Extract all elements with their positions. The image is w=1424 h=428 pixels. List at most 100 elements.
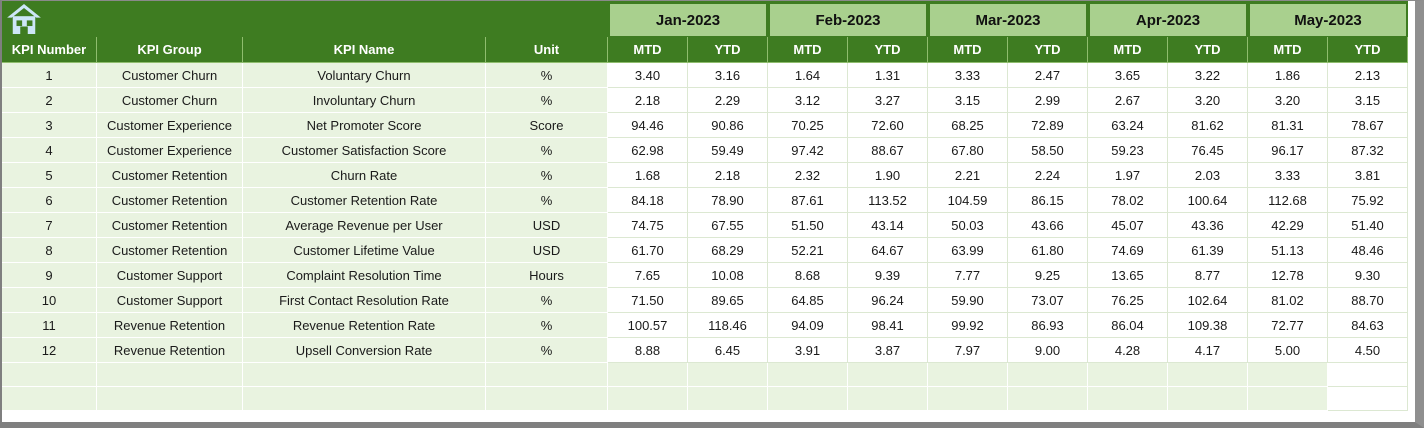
cell-value[interactable]: 81.02 [1248, 288, 1328, 313]
cell-kpi-group[interactable]: Customer Experience [97, 138, 243, 163]
cell-value[interactable]: 118.46 [688, 313, 768, 338]
cell-value[interactable]: 112.68 [1248, 188, 1328, 213]
cell-value[interactable]: 86.04 [1088, 313, 1168, 338]
cell-empty[interactable] [97, 387, 243, 411]
cell-value[interactable]: 5.00 [1248, 338, 1328, 363]
cell-kpi-name[interactable]: Voluntary Churn [243, 63, 486, 88]
cell-kpi-group[interactable]: Customer Churn [97, 63, 243, 88]
col-header-ytd[interactable]: YTD [1168, 37, 1248, 63]
cell-value[interactable]: 76.45 [1168, 138, 1248, 163]
cell-value[interactable]: 51.50 [768, 213, 848, 238]
cell-empty[interactable] [608, 387, 688, 411]
cell-empty[interactable] [1088, 363, 1168, 387]
cell-value[interactable]: 2.47 [1008, 63, 1088, 88]
cell-kpi-number[interactable]: 5 [2, 163, 97, 188]
cell-value[interactable]: 96.17 [1248, 138, 1328, 163]
cell-value[interactable]: 2.03 [1168, 163, 1248, 188]
cell-value[interactable]: 98.41 [848, 313, 928, 338]
cell-value[interactable]: 75.92 [1328, 188, 1408, 213]
col-header-mtd[interactable]: MTD [1088, 37, 1168, 63]
cell-value[interactable]: 59.49 [688, 138, 768, 163]
cell-value[interactable]: 68.25 [928, 113, 1008, 138]
cell-value[interactable]: 2.18 [608, 88, 688, 113]
cell-value[interactable]: 73.07 [1008, 288, 1088, 313]
cell-value[interactable]: 3.20 [1168, 88, 1248, 113]
cell-value[interactable]: 3.27 [848, 88, 928, 113]
cell-value[interactable]: 3.20 [1248, 88, 1328, 113]
cell-kpi-group[interactable]: Customer Experience [97, 113, 243, 138]
cell-value[interactable]: 1.97 [1088, 163, 1168, 188]
cell-kpi-name[interactable]: Customer Lifetime Value [243, 238, 486, 263]
cell-value[interactable]: 48.46 [1328, 238, 1408, 263]
cell-kpi-group[interactable]: Customer Support [97, 263, 243, 288]
cell-value[interactable]: 104.59 [928, 188, 1008, 213]
cell-value[interactable]: 113.52 [848, 188, 928, 213]
cell-value[interactable]: 61.70 [608, 238, 688, 263]
cell-unit[interactable]: Hours [486, 263, 608, 288]
cell-empty[interactable] [243, 363, 486, 387]
cell-value[interactable]: 6.45 [688, 338, 768, 363]
cell-value[interactable]: 59.23 [1088, 138, 1168, 163]
cell-value[interactable]: 74.75 [608, 213, 688, 238]
cell-value[interactable]: 8.88 [608, 338, 688, 363]
cell-kpi-number[interactable]: 12 [2, 338, 97, 363]
cell-empty[interactable] [1168, 363, 1248, 387]
cell-value[interactable]: 67.55 [688, 213, 768, 238]
cell-value[interactable]: 100.57 [608, 313, 688, 338]
cell-kpi-name[interactable]: Revenue Retention Rate [243, 313, 486, 338]
month-header-may[interactable]: May-2023 [1248, 1, 1408, 37]
cell-value[interactable]: 87.32 [1328, 138, 1408, 163]
col-header-kpi-group[interactable]: KPI Group [97, 37, 243, 63]
cell-empty[interactable] [486, 363, 608, 387]
cell-value[interactable]: 3.15 [1328, 88, 1408, 113]
cell-empty[interactable] [688, 363, 768, 387]
cell-kpi-number[interactable]: 6 [2, 188, 97, 213]
cell-value[interactable]: 3.33 [1248, 163, 1328, 188]
cell-kpi-group[interactable]: Customer Churn [97, 88, 243, 113]
cell-empty[interactable] [848, 363, 928, 387]
cell-value[interactable]: 51.40 [1328, 213, 1408, 238]
cell-value[interactable]: 7.77 [928, 263, 1008, 288]
cell-value[interactable]: 86.93 [1008, 313, 1088, 338]
cell-value[interactable]: 7.97 [928, 338, 1008, 363]
cell-value[interactable]: 8.68 [768, 263, 848, 288]
cell-value[interactable]: 43.36 [1168, 213, 1248, 238]
cell-value[interactable]: 3.15 [928, 88, 1008, 113]
cell-kpi-number[interactable]: 1 [2, 63, 97, 88]
cell-value[interactable]: 13.65 [1088, 263, 1168, 288]
cell-value[interactable]: 3.87 [848, 338, 928, 363]
cell-value[interactable]: 102.64 [1168, 288, 1248, 313]
cell-value[interactable]: 9.39 [848, 263, 928, 288]
col-header-mtd[interactable]: MTD [608, 37, 688, 63]
cell-empty[interactable] [848, 387, 928, 411]
cell-value[interactable]: 90.86 [688, 113, 768, 138]
cell-kpi-name[interactable]: Upsell Conversion Rate [243, 338, 486, 363]
cell-value[interactable]: 78.02 [1088, 188, 1168, 213]
cell-empty[interactable] [1248, 363, 1328, 387]
cell-value[interactable]: 9.30 [1328, 263, 1408, 288]
cell-kpi-group[interactable]: Revenue Retention [97, 313, 243, 338]
cell-value[interactable]: 100.64 [1168, 188, 1248, 213]
cell-value[interactable]: 64.67 [848, 238, 928, 263]
cell-kpi-group[interactable]: Customer Retention [97, 163, 243, 188]
cell-empty[interactable] [1328, 363, 1408, 387]
cell-value[interactable]: 3.33 [928, 63, 1008, 88]
cell-value[interactable]: 72.89 [1008, 113, 1088, 138]
cell-empty[interactable] [243, 387, 486, 411]
cell-value[interactable]: 63.99 [928, 238, 1008, 263]
cell-value[interactable]: 4.17 [1168, 338, 1248, 363]
cell-value[interactable]: 59.90 [928, 288, 1008, 313]
cell-value[interactable]: 81.31 [1248, 113, 1328, 138]
cell-value[interactable]: 2.13 [1328, 63, 1408, 88]
cell-unit[interactable]: % [486, 88, 608, 113]
col-header-kpi-number[interactable]: KPI Number [2, 37, 97, 63]
month-header-apr[interactable]: Apr-2023 [1088, 1, 1248, 37]
cell-kpi-number[interactable]: 4 [2, 138, 97, 163]
cell-value[interactable]: 3.65 [1088, 63, 1168, 88]
cell-empty[interactable] [2, 387, 97, 411]
cell-value[interactable]: 86.15 [1008, 188, 1088, 213]
cell-kpi-group[interactable]: Customer Support [97, 288, 243, 313]
cell-value[interactable]: 61.80 [1008, 238, 1088, 263]
cell-kpi-name[interactable]: Average Revenue per User [243, 213, 486, 238]
cell-value[interactable]: 109.38 [1168, 313, 1248, 338]
